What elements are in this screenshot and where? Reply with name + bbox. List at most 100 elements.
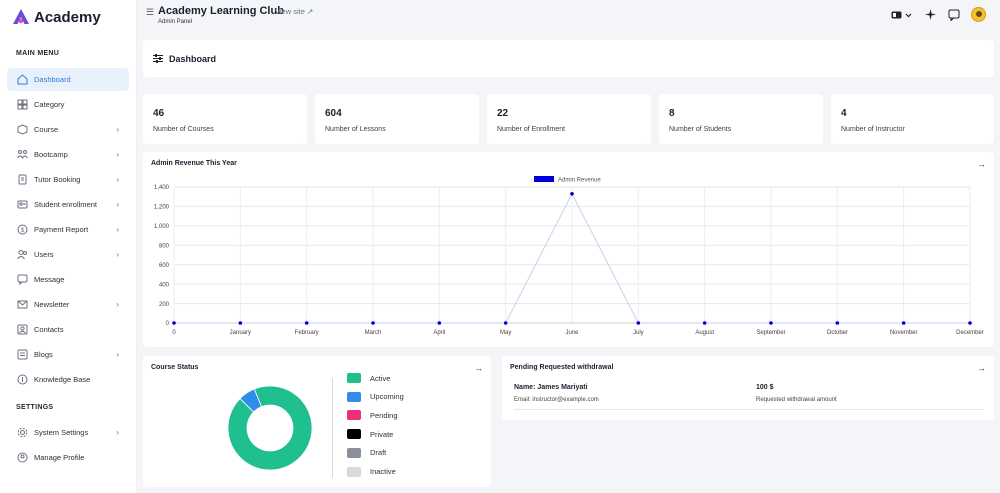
data-point bbox=[238, 321, 243, 325]
menu-toggle-icon[interactable]: ☰ bbox=[146, 7, 155, 17]
withdrawal-row[interactable]: Name: James Mariyati Email: instructor@e… bbox=[514, 384, 984, 410]
data-point bbox=[702, 321, 707, 325]
revenue-title: Admin Revenue This Year bbox=[151, 160, 237, 167]
profile-icon bbox=[16, 452, 28, 464]
sidebar-item-tutor-booking[interactable]: Tutor Booking › bbox=[7, 168, 129, 191]
legend-swatch bbox=[347, 429, 361, 440]
home-icon bbox=[16, 74, 28, 86]
withdrawal-arrow-icon[interactable]: → bbox=[977, 363, 986, 373]
y-tick-label: 1,000 bbox=[154, 224, 170, 230]
course-icon bbox=[16, 124, 28, 136]
stat-value: 4 bbox=[841, 108, 847, 119]
x-tick-label: May bbox=[500, 330, 511, 336]
y-tick-label: 800 bbox=[159, 243, 170, 249]
withdrawal-amount-label: Requested withdrawal amount bbox=[756, 397, 837, 403]
legend-item-upcoming[interactable]: Upcoming bbox=[347, 391, 427, 402]
chevron-right-icon: › bbox=[116, 200, 119, 209]
bootcamp-icon bbox=[16, 149, 28, 161]
sidebar-item-course[interactable]: Course › bbox=[7, 118, 129, 141]
external-link-icon: ↗ bbox=[306, 7, 314, 16]
enrollment-icon bbox=[16, 199, 28, 211]
stat-label: Number of Courses bbox=[153, 126, 214, 133]
data-point bbox=[901, 321, 906, 325]
user-avatar[interactable] bbox=[971, 7, 986, 22]
chevron-right-icon: › bbox=[116, 125, 119, 134]
sidebar-item-users[interactable]: Users › bbox=[7, 243, 129, 266]
sidebar-item-message[interactable]: Message bbox=[7, 268, 129, 291]
legend-item-inactive[interactable]: Inactive bbox=[347, 466, 427, 477]
stat-card-instructor[interactable]: 4 Number of Instructor bbox=[831, 94, 994, 144]
topbar-actions bbox=[891, 7, 986, 22]
sidebar-item-blogs[interactable]: Blogs › bbox=[7, 343, 129, 366]
data-point bbox=[835, 321, 840, 325]
stat-card-enrollment[interactable]: 22 Number of Enrollment bbox=[487, 94, 651, 144]
sparkle-icon[interactable] bbox=[923, 8, 937, 22]
sidebar-item-system-settings[interactable]: System Settings › bbox=[7, 421, 129, 444]
revenue-chart: 0 200 400 600 800 1,000 1,200 1,400 0 January Febr… bbox=[154, 176, 984, 336]
course-status-arrow-icon[interactable]: → bbox=[474, 363, 483, 373]
legend-swatch bbox=[347, 373, 361, 383]
page-title: Dashboard bbox=[169, 53, 217, 64]
chevron-right-icon: › bbox=[116, 300, 119, 309]
sidebar-item-bootcamp[interactable]: Bootcamp › bbox=[7, 143, 129, 166]
sidebar-item-label: Tutor Booking bbox=[34, 175, 81, 184]
sidebar-item-label: Users bbox=[34, 250, 54, 259]
legend-item-private[interactable]: Private bbox=[347, 429, 427, 440]
legend-swatch bbox=[347, 410, 361, 421]
stat-label: Number of Instructor bbox=[841, 126, 905, 133]
app-subtitle: Admin Panel bbox=[158, 19, 193, 25]
legend-item-pending[interactable]: Pending bbox=[347, 410, 427, 421]
sidebar-item-payment-report[interactable]: $ Payment Report › bbox=[7, 218, 129, 241]
x-tick-label: August bbox=[695, 330, 714, 336]
stat-label: Number of Students bbox=[669, 126, 732, 133]
data-point bbox=[968, 321, 972, 325]
data-point bbox=[172, 321, 176, 325]
view-site-link[interactable]: View site ↗ bbox=[275, 7, 313, 16]
chevron-right-icon: › bbox=[116, 150, 119, 159]
settings-heading: SETTINGS bbox=[16, 404, 54, 411]
x-tick-label: November bbox=[890, 330, 918, 336]
stat-value: 22 bbox=[497, 108, 509, 119]
x-tick-label: December bbox=[956, 330, 984, 336]
sidebar-item-contacts[interactable]: Contacts bbox=[7, 318, 129, 341]
chevron-right-icon: › bbox=[116, 225, 119, 234]
stat-card-lessons[interactable]: 604 Number of Lessons bbox=[315, 94, 479, 144]
stat-card-courses[interactable]: 46 Number of Courses bbox=[143, 94, 307, 144]
x-tick-label: 0 bbox=[172, 330, 176, 336]
legend-swatch bbox=[347, 466, 361, 477]
legend-label: Active bbox=[370, 373, 391, 383]
newsletter-icon bbox=[16, 299, 28, 311]
stat-card-students[interactable]: 8 Number of Students bbox=[659, 94, 823, 144]
x-tick-label: October bbox=[827, 330, 848, 336]
sidebar-item-newsletter[interactable]: Newsletter › bbox=[7, 293, 129, 316]
legend-swatch bbox=[347, 391, 361, 402]
legend-item-active[interactable]: Active bbox=[347, 373, 427, 383]
donut-slice-upcoming[interactable] bbox=[239, 388, 262, 415]
legend-label: Upcoming bbox=[370, 392, 404, 402]
sidebar: Academy MAIN MENU Dashboard Category Cours… bbox=[0, 0, 137, 493]
legend-item-draft[interactable]: Draft bbox=[347, 447, 427, 458]
sidebar-item-manage-profile[interactable]: Manage Profile bbox=[7, 446, 129, 469]
sidebar-item-category[interactable]: Category bbox=[7, 93, 129, 116]
settings-icon bbox=[16, 427, 28, 439]
y-tick-label: 0 bbox=[166, 321, 170, 327]
revenue-arrow-icon[interactable]: → bbox=[977, 159, 986, 169]
brand-logo[interactable]: Academy bbox=[12, 8, 101, 26]
chat-icon[interactable] bbox=[947, 8, 961, 22]
donut-slice-active[interactable] bbox=[215, 373, 324, 482]
sliders-icon bbox=[153, 54, 163, 63]
brand-name: Academy bbox=[34, 8, 101, 26]
chevron-right-icon: › bbox=[116, 428, 119, 437]
data-point bbox=[304, 321, 309, 325]
y-tick-label: 400 bbox=[159, 282, 170, 288]
sidebar-item-knowledge-base[interactable]: Knowledge Base bbox=[7, 368, 129, 391]
language-selector[interactable] bbox=[891, 8, 913, 22]
sidebar-item-label: Knowledge Base bbox=[34, 375, 91, 384]
sidebar-item-student-enrollment[interactable]: Student enrollment › bbox=[7, 193, 129, 216]
main-menu-heading: MAIN MENU bbox=[16, 50, 60, 57]
y-tick-label: 1,200 bbox=[154, 205, 170, 211]
data-point bbox=[636, 321, 641, 325]
sidebar-item-dashboard[interactable]: Dashboard bbox=[7, 68, 129, 91]
users-icon bbox=[16, 249, 28, 261]
withdrawal-card: Pending Requested withdrawal → Name: Jam… bbox=[502, 356, 994, 420]
